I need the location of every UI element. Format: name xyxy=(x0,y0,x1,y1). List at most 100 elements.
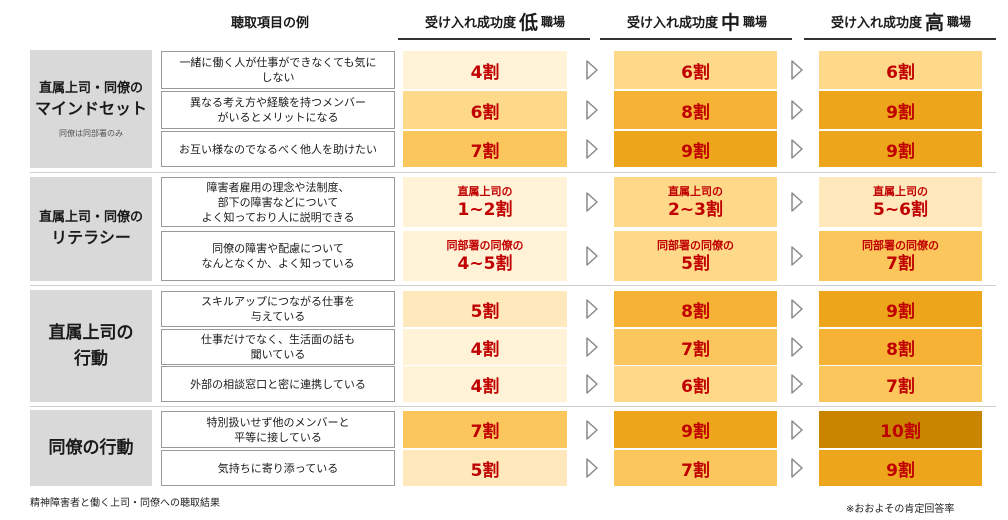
item-text-line: お互い様なのでなるべく他人を助けたい xyxy=(179,142,377,156)
chevron-right-shape xyxy=(586,374,598,394)
chevron-right-shape xyxy=(586,246,598,266)
value-text: 9割 xyxy=(886,141,915,162)
value-text: 8割 xyxy=(886,339,915,360)
chevron-right-icon xyxy=(791,246,803,266)
chevron-right-icon xyxy=(791,337,803,357)
item-text: 一緒に働く人が仕事ができなくても気に しない xyxy=(179,55,376,85)
header-low: 受け入れ成功度 低 職場 xyxy=(400,6,590,36)
value-cell-mid: 8割 xyxy=(614,291,777,327)
chevron-right-shape xyxy=(586,60,598,80)
value-prefix: 同部署の同僚の xyxy=(657,238,734,252)
header-low-pre: 受け入れ成功度 xyxy=(424,15,516,31)
value-text: 8割 xyxy=(681,301,710,322)
value-text: 10割 xyxy=(880,422,921,442)
category-boss-action-line1: 直属上司の xyxy=(48,323,134,343)
value-text: 7割 xyxy=(886,253,915,274)
value-cell-mid: 9割 xyxy=(614,131,777,167)
chevron-right-icon xyxy=(791,419,803,440)
item-label: 障害者雇用の理念や法制度、 部下の障害などについて よく知っており人に説明できる xyxy=(161,177,395,227)
item-label: 異なる考え方や経験を持つメンバー がいるとメリットになる xyxy=(161,91,395,129)
chevron-right-icon xyxy=(586,60,598,80)
header-high-pre: 受け入れ成功度 xyxy=(830,15,922,31)
header-low-underline xyxy=(398,38,590,40)
chevron-right-icon xyxy=(586,299,598,319)
header-item: 聴取項目の例 xyxy=(182,6,358,36)
value-text: 9割 xyxy=(681,141,710,162)
value-text: 2~3割 xyxy=(668,199,723,220)
header-mid-level: 中 xyxy=(720,11,740,34)
item-label: 仕事だけでなく、生活面の話も 聞いている xyxy=(161,329,395,365)
value-cell-low: 6割 xyxy=(403,91,567,129)
item-text-line: 外部の相談窓口と密に連携している xyxy=(190,377,366,391)
category-peer-action-line1: 同僚の行動 xyxy=(48,438,134,458)
chevron-right-shape xyxy=(791,246,803,266)
value-prefix: 同部署の同僚の xyxy=(862,238,939,252)
header-mid-post: 職場 xyxy=(743,14,768,29)
value-text: 7割 xyxy=(681,460,710,481)
value-cell-high: 8割 xyxy=(819,329,982,365)
chevron-right-shape xyxy=(586,458,598,478)
header-mid: 受け入れ成功度 中 職場 xyxy=(602,6,792,36)
chevron-right-shape xyxy=(791,299,803,319)
value-text: 4割 xyxy=(470,376,500,397)
chevron-right-shape xyxy=(586,100,598,120)
chevron-right-shape xyxy=(791,337,803,357)
item-label: 外部の相談窓口と密に連携している xyxy=(161,366,395,402)
chevron-right-icon xyxy=(586,458,598,478)
item-text: スキルアップにつながる仕事を 与えている xyxy=(201,294,355,324)
header-item-label: 聴取項目の例 xyxy=(230,15,309,31)
item-text: 特別扱いせず他のメンバーと 平等に接している xyxy=(207,415,350,445)
item-text-line: 特別扱いせず他のメンバーと xyxy=(206,415,350,429)
value-text: 7割 xyxy=(886,376,915,397)
value-text: 9割 xyxy=(886,102,915,123)
value-cell-low: 同部署の同僚の 4~5割 xyxy=(403,231,567,281)
category-peer-action: 同僚の行動 xyxy=(30,410,152,486)
group-separator xyxy=(30,406,996,407)
category-mindset-note: 同僚は同部署のみ xyxy=(59,128,123,138)
item-text-line: 部下の障害などについて xyxy=(217,195,339,209)
chevron-right-icon xyxy=(791,374,803,394)
header-high: 受け入れ成功度 高 職場 xyxy=(806,6,996,36)
item-text-line: よく知っており人に説明できる xyxy=(201,210,355,224)
header-high-level: 高 xyxy=(924,11,944,34)
category-literacy-line1: 直属上司・同僚の xyxy=(38,210,143,225)
chevron-right-shape xyxy=(791,60,803,80)
header-high-post: 職場 xyxy=(947,14,972,29)
item-text: 仕事だけでなく、生活面の話も 聞いている xyxy=(201,332,355,362)
category-literacy-line2: リテラシー xyxy=(51,228,131,247)
value-cell-low: 7割 xyxy=(403,411,567,448)
item-text-line: がいるとメリットになる xyxy=(217,111,339,124)
value-cell-low: 5割 xyxy=(403,291,567,327)
chevron-right-shape xyxy=(586,192,598,212)
value-prefix: 直属上司の xyxy=(457,184,513,198)
chevron-right-shape xyxy=(586,419,598,440)
value-prefix: 直属上司の xyxy=(668,184,723,198)
value-text: 6割 xyxy=(886,62,915,83)
value-cell-low: 7割 xyxy=(403,131,567,167)
chevron-right-icon xyxy=(586,419,598,440)
chevron-right-icon xyxy=(791,192,803,212)
value-cell-high: 10割 xyxy=(819,411,982,448)
value-prefix: 同部署の同僚の xyxy=(446,238,524,252)
item-text-line: 一緒に働く人が仕事ができなくても気に xyxy=(179,56,377,69)
value-cell-mid: 9割 xyxy=(614,411,777,448)
value-cell-high: 同部署の同僚の 7割 xyxy=(819,231,982,281)
item-label: 気持ちに寄り添っている xyxy=(161,450,395,486)
item-text: 同僚の障害や配慮について なんとなくか、よく知っている xyxy=(202,241,355,271)
header-high-underline xyxy=(804,38,996,40)
chevron-right-icon xyxy=(791,100,803,120)
chevron-right-icon xyxy=(586,337,598,357)
footer-note: ※おおよその肯定回答率 xyxy=(846,504,955,515)
chevron-right-icon xyxy=(791,458,803,478)
chevron-right-shape xyxy=(791,374,803,394)
value-cell-low: 直属上司の 1~2割 xyxy=(403,177,567,227)
value-text: 7割 xyxy=(681,339,710,360)
category-mindset-line2: マインドセット xyxy=(34,98,147,118)
value-text: 8割 xyxy=(681,102,710,123)
item-text: 異なる考え方や経験を持つメンバー がいるとメリットになる xyxy=(190,95,366,125)
category-mindset: 直属上司・同僚の マインドセット 同僚は同部署のみ xyxy=(30,50,152,168)
category-boss-action: 直属上司の 行動 xyxy=(30,290,152,402)
chevron-right-shape xyxy=(791,100,803,120)
item-text-line: 気持ちに寄り添っている xyxy=(217,461,339,475)
item-text: 外部の相談窓口と密に連携している xyxy=(190,377,366,392)
